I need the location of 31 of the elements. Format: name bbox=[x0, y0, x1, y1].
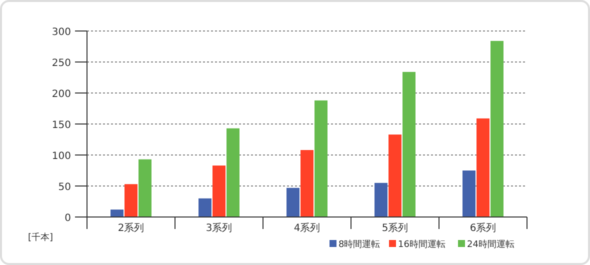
y-tick-label: 300 bbox=[52, 27, 71, 38]
legend-label: 8時間運転 bbox=[338, 239, 380, 250]
bar bbox=[110, 210, 124, 217]
y-tick-label: 50 bbox=[58, 182, 71, 193]
bar bbox=[490, 40, 504, 217]
x-tick-label: 6系列 bbox=[470, 222, 496, 234]
bar bbox=[402, 72, 416, 217]
bar bbox=[476, 118, 490, 217]
bar bbox=[198, 198, 212, 217]
legend-label: 24時間運転 bbox=[467, 239, 514, 250]
bar bbox=[124, 184, 138, 217]
bar bbox=[138, 159, 152, 217]
x-tick-label: 4系列 bbox=[294, 222, 320, 234]
bar bbox=[374, 182, 388, 217]
bar bbox=[462, 170, 476, 217]
bar bbox=[314, 100, 328, 217]
bar bbox=[212, 166, 226, 217]
bar bbox=[286, 188, 300, 217]
x-tick-label: 5系列 bbox=[382, 222, 408, 234]
y-axis-title: [千本] bbox=[28, 232, 54, 243]
y-tick-label: 150 bbox=[52, 120, 71, 131]
bar bbox=[226, 128, 240, 217]
y-tick-label: 100 bbox=[52, 151, 71, 162]
x-tick-label: 2系列 bbox=[118, 222, 144, 234]
bar bbox=[300, 150, 314, 217]
legend-label: 16時間運転 bbox=[398, 239, 446, 250]
y-tick-label: 200 bbox=[52, 89, 71, 100]
y-tick-label: 0 bbox=[64, 213, 71, 224]
x-tick-label: 3系列 bbox=[206, 222, 232, 234]
bar bbox=[388, 134, 402, 217]
y-tick-label: 250 bbox=[52, 58, 71, 69]
